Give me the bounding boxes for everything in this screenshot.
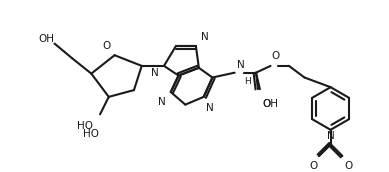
- Text: O: O: [344, 161, 352, 171]
- Text: OH: OH: [39, 34, 55, 44]
- Text: N: N: [151, 68, 159, 78]
- Text: O: O: [263, 99, 271, 109]
- Text: HO: HO: [77, 121, 93, 131]
- Text: N: N: [201, 32, 209, 42]
- Text: OH: OH: [263, 99, 279, 109]
- Text: N: N: [158, 97, 166, 107]
- Text: O: O: [271, 51, 280, 61]
- Text: HO: HO: [83, 129, 99, 139]
- Text: N: N: [327, 131, 335, 141]
- Text: O: O: [102, 41, 111, 51]
- Text: N: N: [206, 103, 214, 113]
- Text: N: N: [237, 60, 244, 70]
- Text: O: O: [309, 161, 317, 171]
- Text: H: H: [244, 78, 251, 87]
